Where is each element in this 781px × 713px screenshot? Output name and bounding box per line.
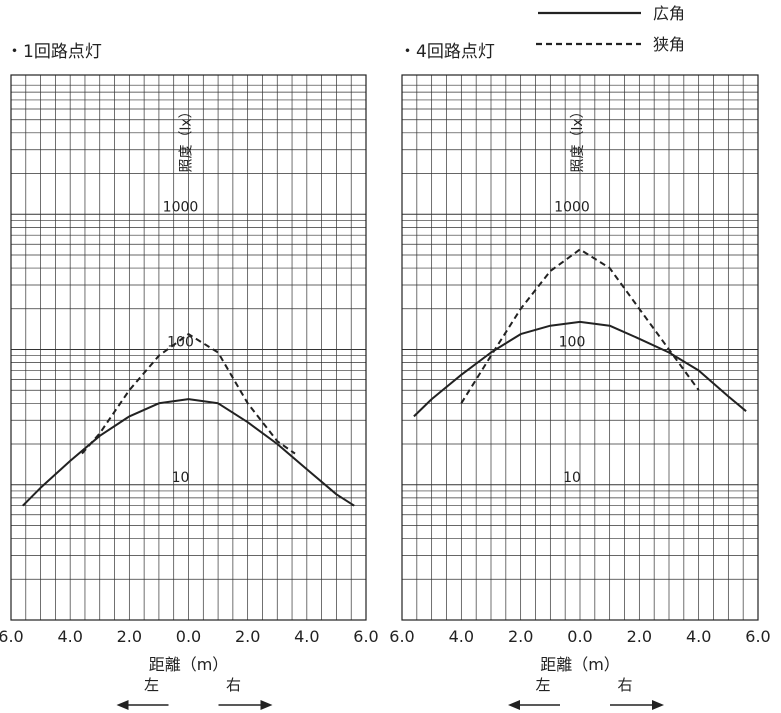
y-tick-label: 1000 — [554, 199, 590, 215]
y-tick-label: 10 — [563, 470, 581, 486]
x-tick-label: 2.0 — [627, 627, 652, 646]
chart-2-series — [413, 248, 747, 418]
legend: 広角 狭角 — [536, 4, 685, 54]
right-direction-label: 右 — [226, 676, 241, 694]
series-narrow-line — [81, 333, 296, 455]
x-tick-label: 2.0 — [235, 627, 260, 646]
chart-2-frame — [401, 74, 759, 621]
x-tick-label: 4.0 — [449, 627, 474, 646]
x-tick-label: 2.0 — [508, 627, 533, 646]
chart-1-frame — [10, 74, 367, 621]
left-arrow-icon — [508, 700, 520, 710]
chart-1-direction: 左右 — [116, 676, 273, 710]
chart-panel-2: ・4回路点灯 照度（lx） 1000 100 10 6.0 4.0 2.0 0.0 2.0 4… — [389, 42, 771, 710]
x-tick-label: 0.0 — [176, 627, 201, 646]
chart-2-xlabel: 距離（m） — [540, 655, 620, 674]
y-tick-label: 1000 — [163, 199, 199, 215]
chart-panel-1: ・1回路点灯 照度（lx） 1000 100 10 6.0 4.0 2.0 0.0 2.0 4… — [0, 42, 379, 710]
series-wide-line — [22, 398, 355, 507]
legend-solid-label: 広角 — [653, 4, 685, 23]
x-tick-label: 2.0 — [117, 627, 142, 646]
chart-1-grid — [11, 75, 366, 620]
chart-1-ylabel: 照度（lx） — [179, 104, 195, 172]
chart-1-title: ・1回路点灯 — [6, 42, 102, 62]
left-direction-label: 左 — [144, 676, 159, 694]
right-arrow-icon — [652, 700, 664, 710]
chart-2-ylabel: 照度（lx） — [570, 104, 586, 172]
series-narrow-line — [460, 248, 700, 404]
chart-2-direction: 左右 — [508, 676, 664, 710]
chart-1-series — [22, 333, 355, 507]
legend-dashed-label: 狭角 — [653, 35, 685, 54]
right-direction-label: 右 — [617, 676, 632, 694]
chart-1-x-ticks: 6.0 4.0 2.0 0.0 2.0 4.0 6.0 — [0, 627, 379, 646]
y-tick-label: 10 — [172, 470, 190, 486]
x-tick-label: 6.0 — [353, 627, 378, 646]
x-tick-label: 0.0 — [567, 627, 592, 646]
series-wide-line — [413, 320, 747, 418]
chart-2-grid — [402, 75, 758, 620]
left-direction-label: 左 — [535, 676, 550, 694]
y-tick-label: 100 — [167, 335, 194, 351]
y-tick-label: 100 — [559, 335, 586, 351]
x-tick-label: 4.0 — [686, 627, 711, 646]
chart-2-x-ticks: 6.0 4.0 2.0 0.0 2.0 4.0 6.0 — [389, 627, 770, 646]
chart-2-y-ticks: 1000 100 10 — [554, 199, 590, 486]
x-tick-label: 6.0 — [0, 627, 24, 646]
x-tick-label: 6.0 — [389, 627, 414, 646]
chart-1-y-ticks: 1000 100 10 — [163, 199, 199, 486]
left-arrow-icon — [116, 700, 129, 710]
x-tick-label: 4.0 — [294, 627, 319, 646]
x-tick-label: 6.0 — [745, 627, 770, 646]
chart-1-xlabel: 距離（m） — [149, 655, 229, 674]
x-tick-label: 4.0 — [57, 627, 82, 646]
chart-2-title: ・4回路点灯 — [399, 42, 495, 62]
right-arrow-icon — [260, 700, 273, 710]
